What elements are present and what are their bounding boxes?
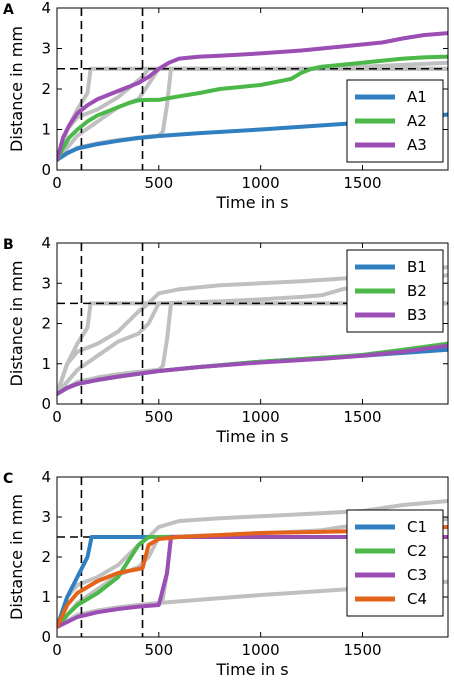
y-tick-label: 2 bbox=[41, 80, 51, 98]
x-tick-label: 500 bbox=[145, 174, 174, 192]
panel-label: A bbox=[3, 2, 14, 18]
series-line-C3 bbox=[57, 535, 448, 629]
y-tick-label: 4 bbox=[41, 234, 51, 252]
y-tick-label: 1 bbox=[41, 355, 51, 373]
background-curve-3 bbox=[57, 499, 448, 629]
x-tick-label: 500 bbox=[145, 408, 174, 426]
x-tick-label: 1000 bbox=[242, 641, 280, 659]
legend-label-B3: B3 bbox=[407, 306, 427, 324]
x-tick-label: 1500 bbox=[343, 174, 381, 192]
y-tick-label: 3 bbox=[41, 508, 51, 526]
x-tick-label: 1500 bbox=[343, 408, 381, 426]
series-line-A3 bbox=[57, 31, 448, 162]
y-tick-label: 0 bbox=[41, 395, 51, 413]
legend-label-B1: B1 bbox=[407, 258, 427, 276]
y-tick-label: 1 bbox=[41, 588, 51, 606]
x-tick-label: 500 bbox=[145, 641, 174, 659]
panel-A: 0 500 1000 1500 0 1 2 3 4 Time in s Distance in mm… bbox=[3, 0, 449, 212]
x-tick-label: 0 bbox=[52, 408, 62, 426]
series-line-A2 bbox=[57, 54, 448, 162]
legend-label-A1: A1 bbox=[407, 88, 427, 106]
x-tick-label: 1500 bbox=[343, 641, 381, 659]
legend-label-A2: A2 bbox=[407, 112, 427, 130]
series-line-B3 bbox=[57, 343, 448, 396]
x-axis-label: Time in s bbox=[215, 660, 288, 679]
x-tick-label: 0 bbox=[52, 641, 62, 659]
y-tick-label: 1 bbox=[41, 121, 51, 139]
legend: C1 C2 C3 C4 bbox=[346, 509, 444, 617]
legend-label-A3: A3 bbox=[407, 136, 427, 154]
panel-label: B bbox=[3, 237, 14, 253]
y-tick-label: 0 bbox=[41, 628, 51, 646]
series-line-B1 bbox=[57, 347, 448, 396]
legend-label-C4: C4 bbox=[407, 590, 427, 608]
x-tick-label: 1000 bbox=[242, 174, 280, 192]
series-line-C4 bbox=[57, 525, 448, 629]
y-axis-label: Distance in mm bbox=[7, 494, 26, 620]
legend-label-C2: C2 bbox=[407, 542, 427, 560]
legend-label-B2: B2 bbox=[407, 282, 427, 300]
panel-C: 0 500 1000 1500 0 1 2 3 4 Time in s Distance in mm… bbox=[3, 468, 449, 679]
x-tick-label: 0 bbox=[52, 174, 62, 192]
x-axis-label: Time in s bbox=[215, 193, 288, 212]
background-curve-3 bbox=[57, 265, 448, 396]
plot-area bbox=[57, 8, 448, 170]
y-axis-label: Distance in mm bbox=[7, 261, 26, 387]
y-tick-label: 4 bbox=[41, 468, 51, 486]
y-tick-label: 0 bbox=[41, 161, 51, 179]
legend-label-C3: C3 bbox=[407, 566, 427, 584]
y-axis-label: Distance in mm bbox=[7, 26, 26, 152]
legend: A1 A2 A3 bbox=[346, 79, 444, 163]
y-tick-label: 2 bbox=[41, 548, 51, 566]
panel-label: C bbox=[3, 471, 13, 487]
legend-label-C1: C1 bbox=[407, 518, 427, 536]
plot-area bbox=[57, 243, 448, 404]
x-tick-label: 1000 bbox=[242, 408, 280, 426]
y-tick-label: 3 bbox=[41, 274, 51, 292]
x-axis-label: Time in s bbox=[215, 427, 288, 446]
y-tick-label: 3 bbox=[41, 40, 51, 58]
y-tick-label: 2 bbox=[41, 315, 51, 333]
panel-B: 0 500 1000 1500 0 1 2 3 4 Time in s Distance in mm… bbox=[3, 234, 449, 446]
background-curve-2 bbox=[57, 301, 448, 396]
legend: B1 B2 B3 bbox=[346, 249, 444, 333]
y-tick-label: 4 bbox=[41, 0, 51, 17]
